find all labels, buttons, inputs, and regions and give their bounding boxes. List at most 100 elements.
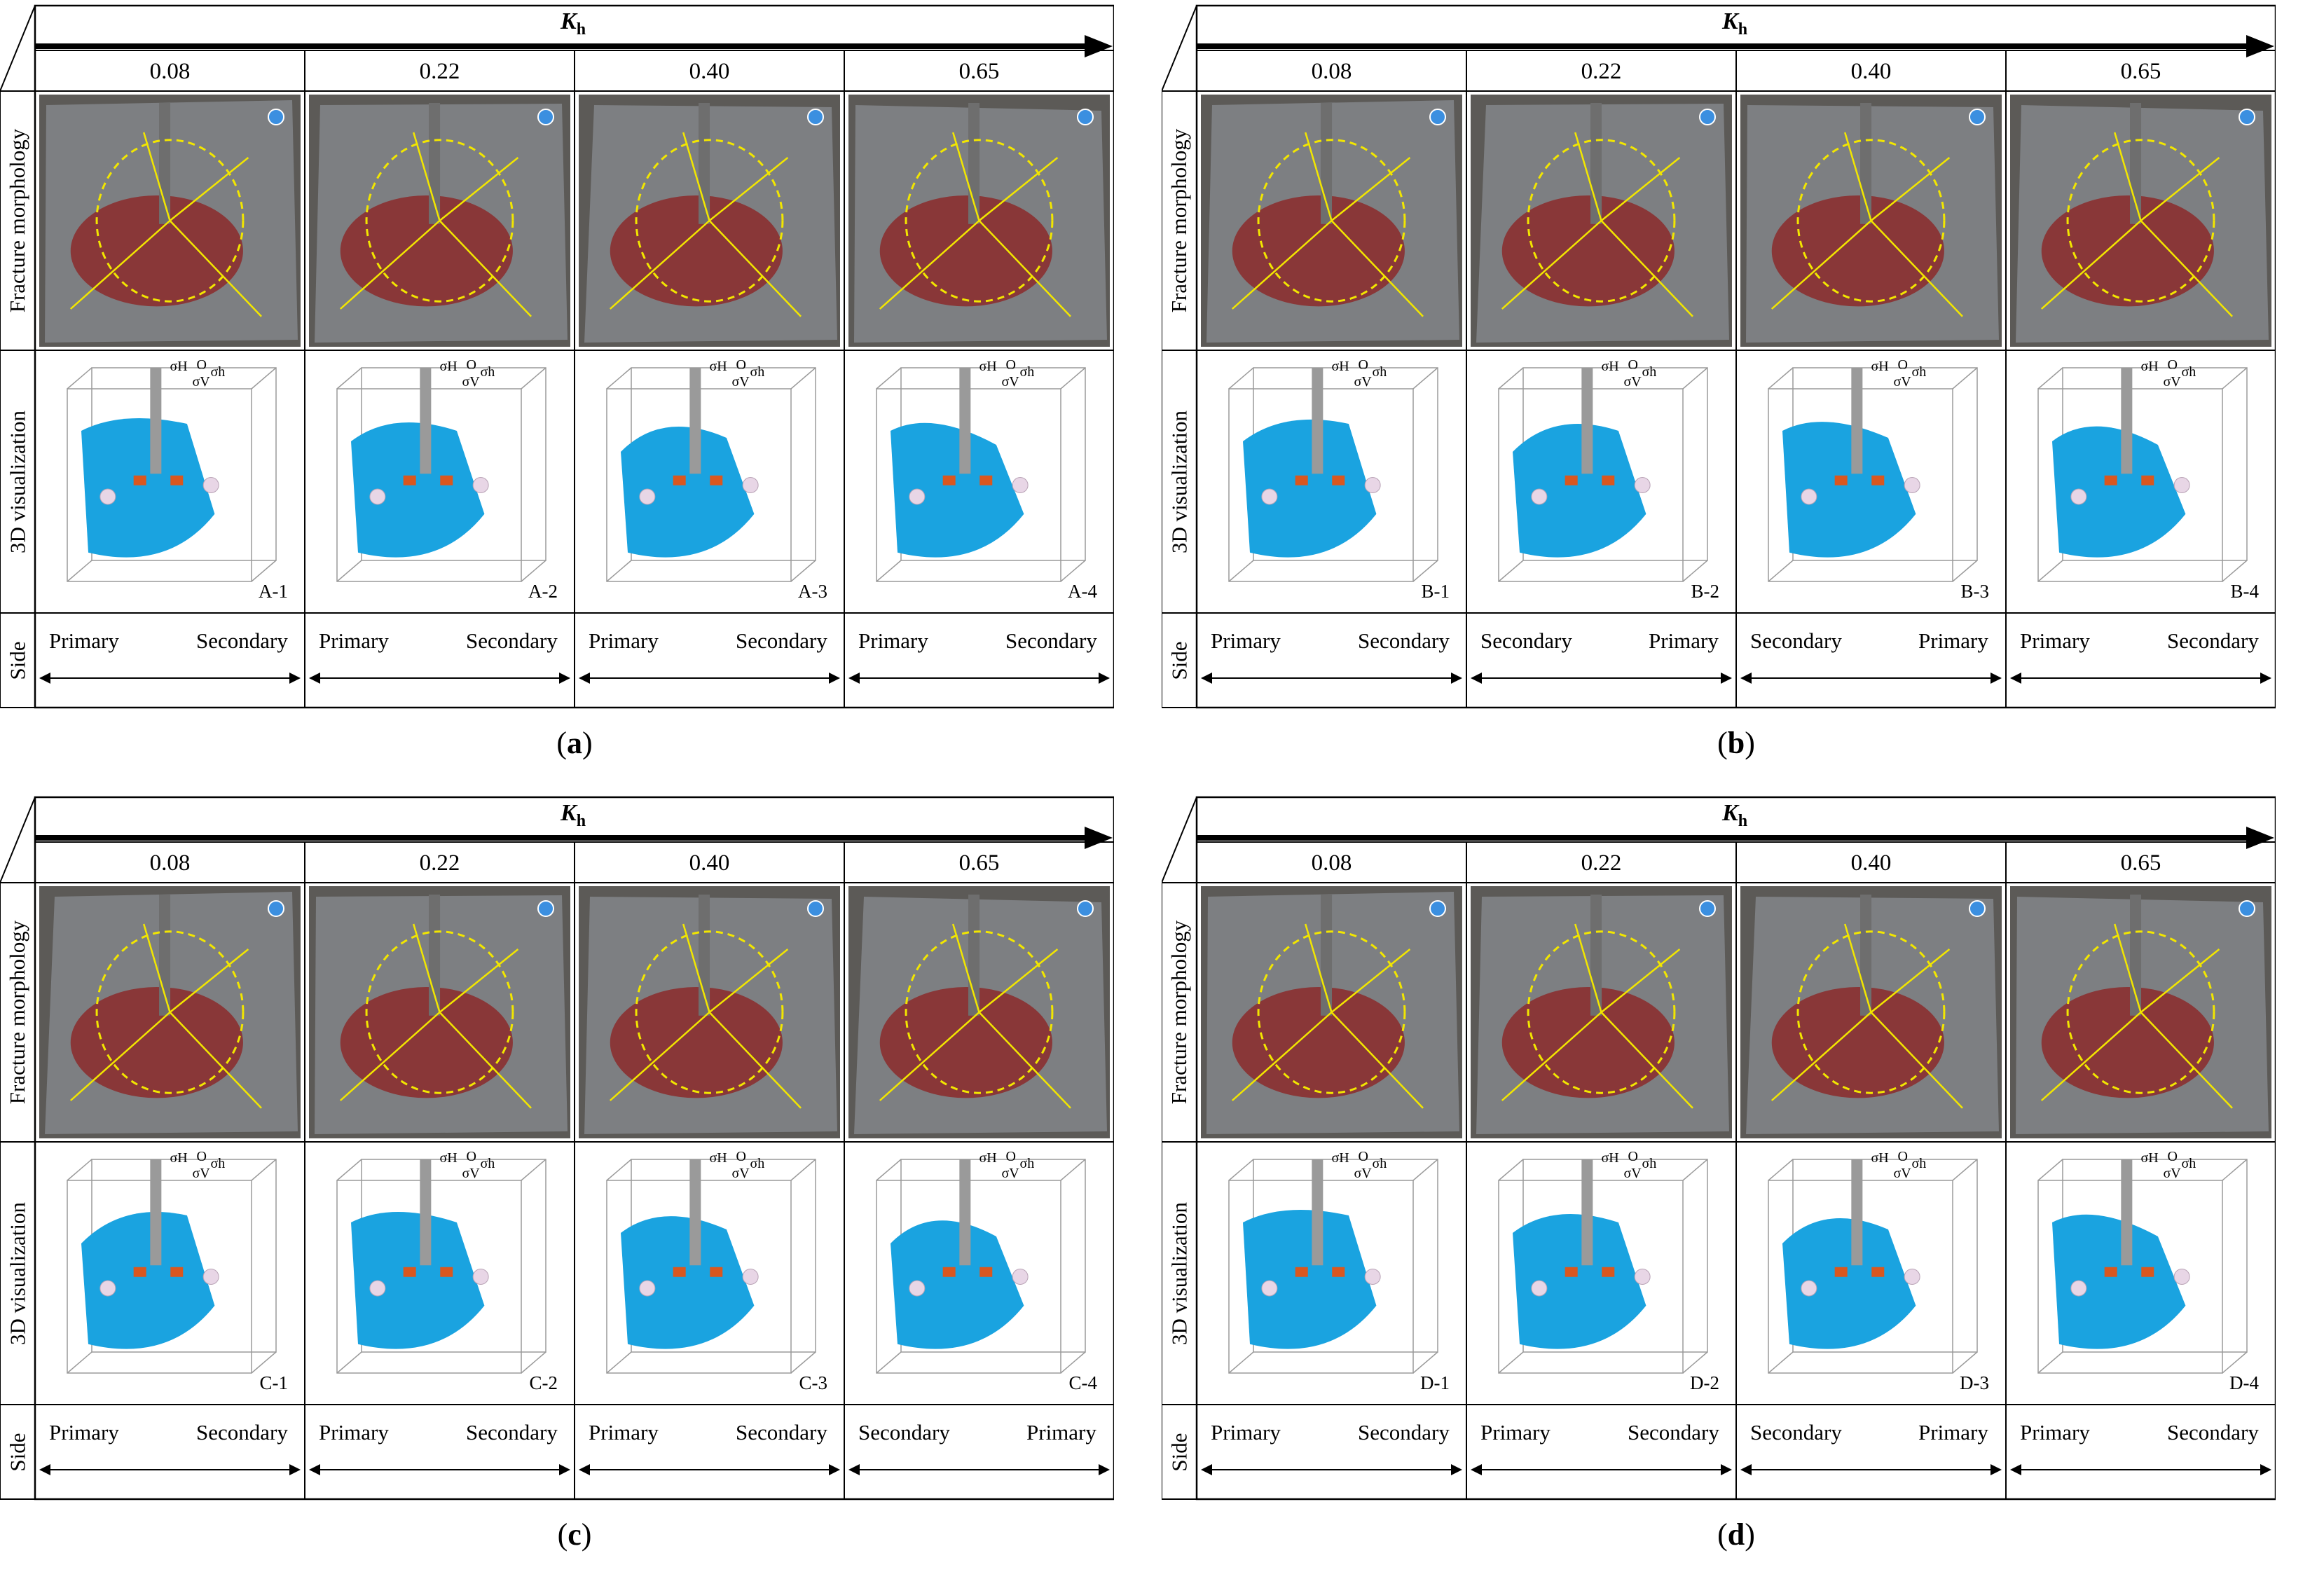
fracture-surface	[351, 422, 485, 558]
stress-symbol-V: σV	[2163, 1166, 2181, 1181]
cube-edge	[790, 367, 816, 389]
kh-arrowhead	[2246, 827, 2274, 849]
k-value-label: 0.40	[1850, 59, 1892, 84]
cube-edge	[1228, 1159, 1254, 1181]
viz-svg	[67, 367, 277, 582]
fracture-outline	[365, 930, 514, 1094]
side-label-right: Secondary	[466, 628, 558, 653]
cube-edge	[876, 367, 902, 389]
packer	[1565, 475, 1578, 485]
side-arrowhead	[559, 1464, 570, 1475]
propagation-arrow	[1574, 923, 1602, 1013]
side-label-right: Secondary	[2167, 1420, 2259, 1444]
kh-axis-title: Kh	[561, 800, 586, 831]
cube-edge	[606, 367, 632, 389]
propagation-arrow	[339, 1012, 441, 1101]
side-label-right: Secondary	[736, 1420, 827, 1444]
corner-line	[1162, 797, 1197, 883]
sample-id: C-4	[1068, 1372, 1098, 1393]
stress-symbol-h: σh	[750, 1156, 765, 1171]
stress-symbol-h: σh	[1372, 1156, 1387, 1171]
row-label-fracture: Fracture morphology	[5, 128, 29, 313]
k-value-label: 0.40	[689, 850, 730, 876]
side-arrowhead	[2260, 1464, 2271, 1475]
propagation-arrow	[169, 949, 249, 1013]
packer	[2141, 475, 2154, 485]
cube-edge	[1682, 560, 1708, 582]
stress-symbol-V: σV	[1354, 374, 1372, 389]
side-label-left: Primary	[319, 1420, 389, 1444]
stress-symbol-V: σV	[1354, 1166, 1372, 1181]
marker-sphere	[202, 477, 219, 493]
stress-symbol-O: O	[2167, 357, 2178, 373]
packer	[979, 1267, 993, 1277]
sample-id: C-3	[799, 1372, 828, 1393]
wellbore-rod	[2121, 368, 2133, 474]
marker-sphere	[1364, 1269, 1381, 1285]
propagation-arrow	[2140, 220, 2233, 317]
side-label-right: Secondary	[196, 1420, 288, 1444]
row-label-side: Side	[1167, 1432, 1191, 1472]
cube-edge	[876, 1159, 902, 1181]
propagation-arrow	[1231, 1012, 1333, 1101]
viz-svg	[1228, 367, 1438, 582]
side-double-arrow	[2010, 673, 2271, 684]
viz-svg	[67, 1159, 277, 1374]
stress-symbol-V: σV	[1001, 374, 1019, 389]
side-label-right: Secondary	[736, 628, 827, 653]
marker-sphere	[1261, 1280, 1278, 1297]
cube-edge	[521, 367, 546, 389]
packer	[170, 1267, 184, 1277]
stress-symbol-h: σh	[1019, 1156, 1035, 1171]
propagation-arrow	[708, 220, 802, 317]
panel-caption: (a)	[556, 726, 593, 760]
packer	[440, 1267, 453, 1277]
marker-sphere	[1531, 488, 1548, 505]
wellbore-rod	[959, 368, 971, 474]
side-arrowhead	[289, 673, 301, 684]
stress-symbol-V: σV	[1893, 1166, 1911, 1181]
sample-id: B-1	[1421, 581, 1450, 602]
side-double-arrow	[1471, 1464, 1732, 1475]
row-label-viz: 3D visualization	[1167, 1201, 1191, 1345]
stress-symbol-h: σh	[1372, 364, 1387, 380]
fracture-outline	[905, 930, 1054, 1094]
marker-sphere	[202, 1269, 219, 1285]
side-label-right: Secondary	[2167, 628, 2259, 653]
side-label-right: Secondary	[466, 1420, 558, 1444]
marker-sphere	[639, 1280, 656, 1297]
cube-edge	[251, 560, 277, 582]
marker-sphere	[909, 488, 926, 505]
propagation-arrow	[1305, 132, 1333, 221]
stress-symbol-O: O	[1628, 1149, 1638, 1164]
caption-letter: a	[567, 726, 582, 760]
propagation-arrow	[169, 1012, 262, 1109]
stress-symbol-O: O	[466, 1149, 476, 1164]
stress-symbol-O: O	[196, 357, 207, 373]
row-label-viz: 3D visualization	[1167, 410, 1191, 553]
fracture-surface	[2052, 1214, 2186, 1349]
fracture-photo	[309, 886, 570, 1138]
stress-symbol-h: σh	[1911, 1156, 1927, 1171]
stress-symbol-H: σH	[1331, 1150, 1349, 1166]
viz-svg	[606, 1159, 816, 1374]
photo-svg	[1740, 95, 2002, 347]
packer	[1295, 1267, 1308, 1277]
side-double-arrow	[39, 673, 301, 684]
propagation-arrow	[978, 949, 1059, 1013]
stress-symbol-H: σH	[1871, 1150, 1889, 1166]
propagation-arrow	[708, 1012, 802, 1109]
kh-subscript: h	[576, 811, 586, 830]
side-arrowhead	[2010, 673, 2021, 684]
marker-sphere	[1801, 1280, 1817, 1297]
stress-symbol-V: σV	[462, 1166, 480, 1181]
stress-symbol-V: σV	[1893, 374, 1911, 389]
photo-svg	[1471, 95, 1732, 347]
packer	[710, 475, 723, 485]
cube-edge	[2222, 1159, 2248, 1181]
dye-stain	[340, 987, 513, 1098]
